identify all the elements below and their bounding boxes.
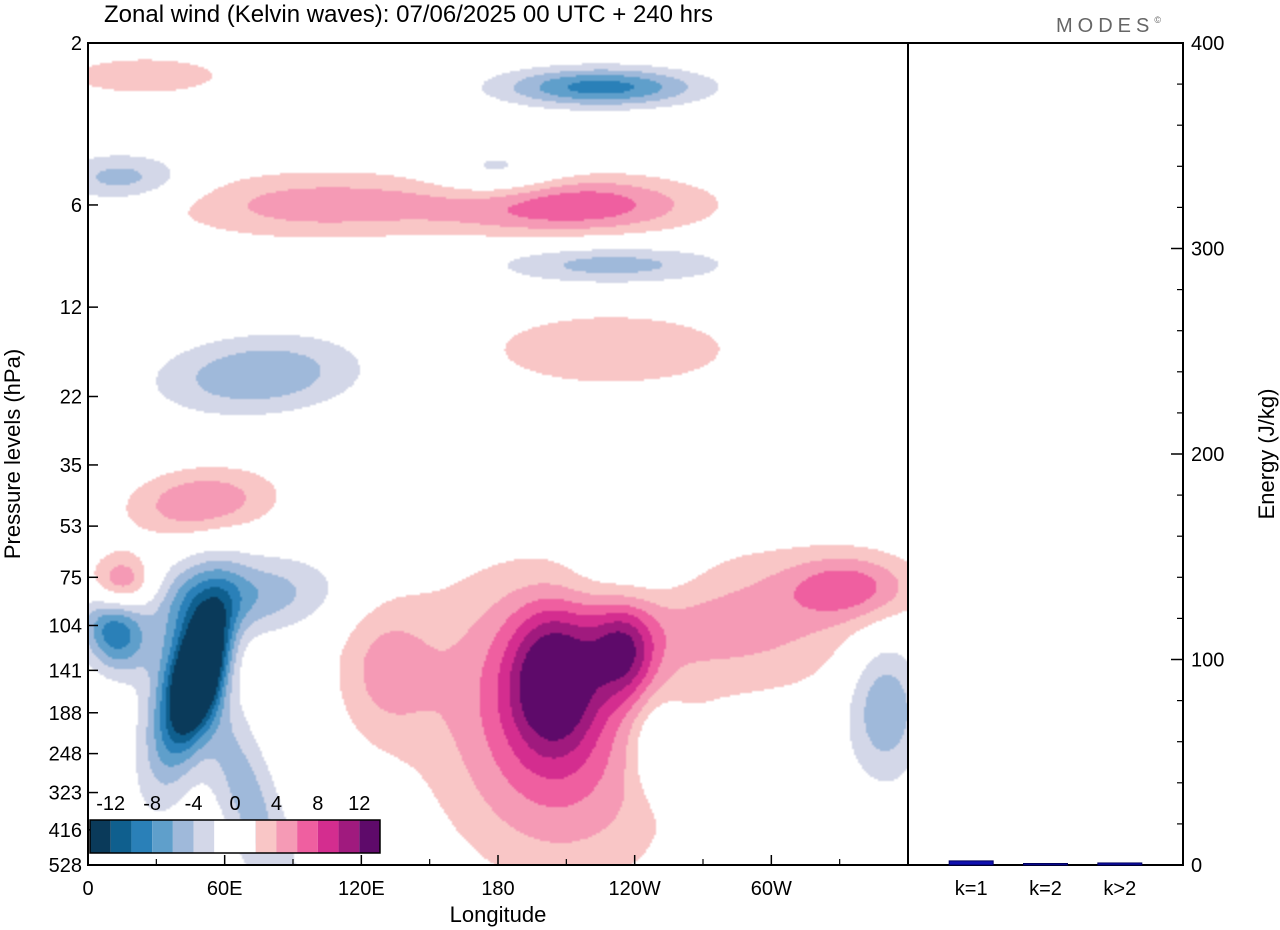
colorbar-swatch	[152, 820, 173, 853]
pressure-tick-label: 248	[49, 744, 82, 766]
colorbar-legend: -12 -8 -4 0 4 8 12	[89, 793, 381, 854]
energy-bar	[1097, 862, 1143, 866]
longitude-tick-label: 180	[481, 878, 514, 900]
pressure-tick-label: 141	[49, 660, 82, 682]
colorbar-frame	[89, 819, 381, 854]
longitude-tick-label: 60E	[207, 878, 243, 900]
pressure-axis: 2 6 12 22 35 53 75 104 141 188 248 323 416 528	[49, 33, 98, 877]
energy-category-label: k=2	[1029, 878, 1062, 900]
pressure-tick-label: 75	[60, 567, 82, 589]
energy-category-label: k>2	[1103, 878, 1136, 900]
colorbar-swatch	[235, 820, 256, 853]
energy-tick-label: 0	[1191, 855, 1202, 877]
colorbar-label: 4	[271, 793, 282, 815]
longitude-tick-label: 60W	[751, 878, 792, 900]
colorbar-swatch	[193, 820, 215, 853]
pressure-tick-label: 416	[49, 820, 82, 842]
energy-panel: 0 100 200 300 400 k=1 k=2 k>2 Energy (J/kg)	[907, 33, 1279, 900]
modes-logo-text: MODES	[1056, 15, 1154, 37]
energy-tick-label: 100	[1191, 650, 1224, 672]
pressure-tick-label: 6	[71, 195, 82, 217]
energy-bars	[948, 860, 1143, 866]
colorbar-swatch	[338, 820, 360, 853]
colorbar-swatch	[110, 820, 132, 853]
colorbar-label: -4	[185, 793, 203, 815]
modes-logo-mark: ©	[1154, 15, 1166, 25]
energy-categories: k=1 k=2 k>2	[955, 878, 1136, 900]
longitude-tick-label: 120E	[338, 878, 385, 900]
colorbar-swatch	[276, 820, 298, 853]
energy-tick-label: 300	[1191, 239, 1224, 261]
colorbar-label: -12	[96, 793, 125, 815]
pressure-tick-label: 22	[60, 386, 82, 408]
longitude-tick-label: 120W	[609, 878, 661, 900]
x-axis-label: Longitude	[450, 902, 547, 927]
pressure-tick-label: 323	[49, 783, 82, 805]
colorbar-swatch	[172, 820, 194, 853]
energy-bar	[1023, 863, 1068, 866]
colorbar-label: -8	[143, 793, 161, 815]
pressure-tick-label: 53	[60, 516, 82, 538]
energy-frame	[907, 42, 1184, 866]
colorbar-swatch	[214, 820, 235, 853]
colorbar-label: 0	[229, 793, 240, 815]
pressure-tick-label: 528	[49, 855, 82, 877]
pressure-tick-label: 35	[60, 455, 82, 477]
energy-bar	[948, 860, 994, 866]
colorbar-swatch	[131, 820, 153, 853]
longitude-axis: 0 60E 120E 180 120W 60W	[82, 855, 841, 900]
energy-axis-label: Energy (J/kg)	[1254, 389, 1279, 520]
pressure-tick-label: 12	[60, 297, 82, 319]
colorbar-swatch	[90, 820, 111, 853]
pressure-tick-label: 188	[49, 703, 82, 725]
pressure-tick-label: 104	[49, 615, 82, 637]
y-axis-label: Pressure levels (hPa)	[0, 349, 25, 559]
energy-tick-label: 200	[1191, 444, 1224, 466]
modes-logo: MODES©	[1056, 15, 1166, 37]
colorbar-label: 8	[312, 793, 323, 815]
energy-tick-label: 400	[1191, 33, 1224, 55]
colorbar-swatch	[297, 820, 318, 853]
pressure-tick-label: 2	[71, 33, 82, 55]
chart-title: Zonal wind (Kelvin waves): 07/06/2025 00…	[104, 1, 713, 28]
colorbar-label: 12	[348, 793, 370, 815]
heatmap-panel: 2 6 12 22 35 53 75 104 141 188 248 323 416 528 0 60E 12…	[0, 33, 909, 927]
colorbar-swatch	[255, 820, 277, 853]
energy-category-label: k=1	[955, 878, 988, 900]
longitude-tick-label: 0	[82, 878, 93, 900]
colorbar-swatch	[359, 820, 380, 853]
heatmap-field	[88, 43, 908, 865]
energy-axis: 0 100 200 300 400	[1171, 33, 1224, 877]
colorbar-swatch	[317, 820, 339, 853]
